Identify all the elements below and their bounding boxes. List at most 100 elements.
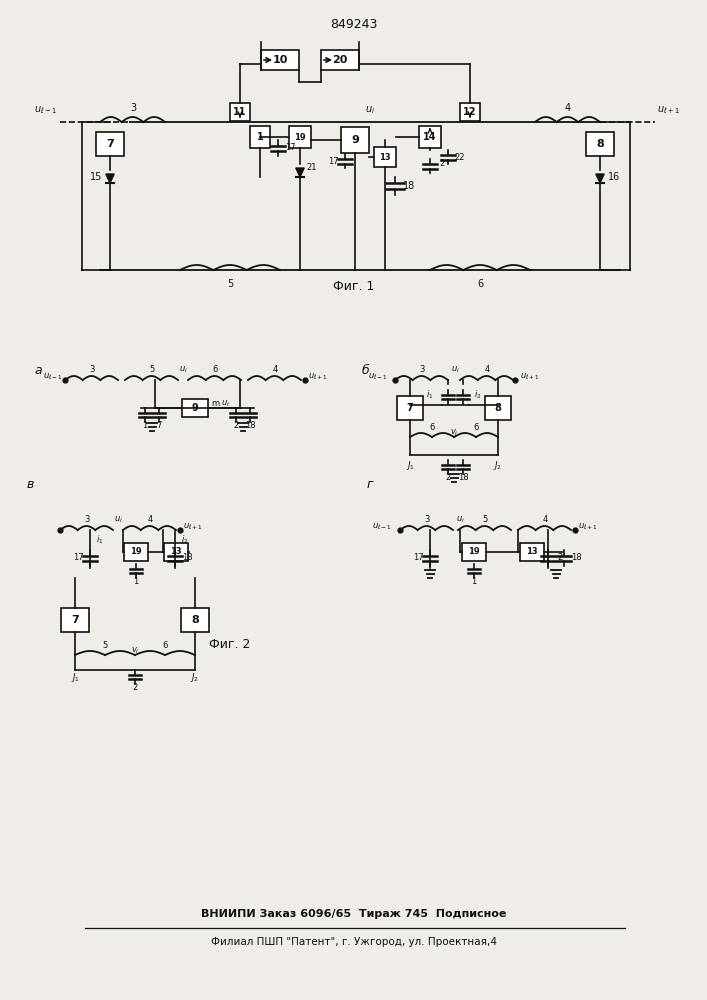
- Text: 1: 1: [472, 578, 477, 586]
- Text: 3: 3: [89, 364, 95, 373]
- Bar: [289, 126, 311, 148]
- Bar: [462, 543, 486, 561]
- Text: $u_{\ell-1}$: $u_{\ell-1}$: [43, 372, 63, 382]
- Text: $u_i$: $u_i$: [450, 365, 460, 375]
- Text: $u_{\ell-1}$: $u_{\ell-1}$: [368, 372, 388, 382]
- Text: 2: 2: [439, 159, 445, 168]
- Text: б: б: [361, 363, 369, 376]
- Text: 3: 3: [419, 364, 425, 373]
- Bar: [164, 543, 188, 561]
- Text: 12: 12: [463, 107, 477, 117]
- Text: 7: 7: [106, 139, 114, 149]
- Text: 22: 22: [455, 152, 465, 161]
- Text: $u_{\ell+1}$: $u_{\ell+1}$: [308, 372, 328, 382]
- Bar: [397, 396, 423, 420]
- Text: $J_1$: $J_1$: [71, 672, 79, 684]
- Text: $u_i$: $u_i$: [365, 104, 375, 116]
- Text: $u_{\ell-1}$: $u_{\ell-1}$: [33, 104, 57, 116]
- Text: $u_{\ell-1}$: $u_{\ell-1}$: [372, 522, 392, 532]
- Text: $u_i$: $u_i$: [114, 515, 122, 525]
- Text: 8: 8: [596, 139, 604, 149]
- Bar: [230, 103, 250, 121]
- Bar: [374, 147, 396, 167]
- Polygon shape: [296, 168, 304, 177]
- Text: $u_{\ell+1}$: $u_{\ell+1}$: [520, 372, 540, 382]
- Text: 849243: 849243: [330, 18, 378, 31]
- Text: 16: 16: [608, 172, 620, 182]
- Text: $v_i$: $v_i$: [131, 646, 139, 656]
- Text: 1: 1: [257, 132, 264, 142]
- Text: 7: 7: [71, 615, 79, 625]
- Text: 19: 19: [294, 132, 306, 141]
- Text: 2: 2: [132, 684, 138, 692]
- Text: 2: 2: [557, 554, 563, 562]
- Text: 13: 13: [379, 152, 391, 161]
- Text: 9: 9: [192, 403, 199, 413]
- Polygon shape: [596, 174, 604, 183]
- Bar: [181, 608, 209, 632]
- Text: 19: 19: [468, 548, 480, 556]
- Text: $i_1$: $i_1$: [426, 389, 433, 401]
- Text: $u_{\ell+1}$: $u_{\ell+1}$: [183, 522, 203, 532]
- Text: Филиал ПШП "Патент", г. Ужгород, ул. Проектная,4: Филиал ПШП "Патент", г. Ужгород, ул. Про…: [211, 937, 497, 947]
- Bar: [586, 132, 614, 156]
- Text: 6: 6: [429, 422, 435, 432]
- Bar: [261, 50, 299, 70]
- Text: 18: 18: [182, 554, 192, 562]
- Text: 7: 7: [407, 403, 414, 413]
- Text: 10: 10: [272, 55, 288, 65]
- Text: 1: 1: [134, 578, 139, 586]
- Text: 4: 4: [147, 514, 153, 524]
- Text: 6: 6: [477, 279, 483, 289]
- Text: 1: 1: [142, 422, 148, 430]
- Text: $J_1$: $J_1$: [406, 458, 414, 472]
- Text: 20: 20: [332, 55, 348, 65]
- Text: Фиг. 2: Фиг. 2: [209, 639, 251, 652]
- Text: 13: 13: [170, 548, 182, 556]
- Text: 6: 6: [212, 364, 218, 373]
- Text: 6: 6: [163, 641, 168, 650]
- Text: 19: 19: [130, 548, 142, 556]
- Text: $u_i$: $u_i$: [455, 515, 464, 525]
- Text: $i_1$: $i_1$: [96, 534, 104, 546]
- Bar: [96, 132, 124, 156]
- Text: 3: 3: [130, 103, 136, 113]
- Text: Фиг. 1: Фиг. 1: [333, 280, 375, 294]
- Text: $J_2$: $J_2$: [190, 672, 199, 684]
- Text: 18: 18: [245, 422, 255, 430]
- Text: 17: 17: [327, 156, 339, 165]
- Text: 17: 17: [285, 143, 296, 152]
- Text: 4: 4: [484, 364, 490, 373]
- Bar: [485, 396, 511, 420]
- Text: $u_i$: $u_i$: [179, 365, 187, 375]
- Text: $u_i$: $u_i$: [221, 399, 230, 409]
- Bar: [124, 543, 148, 561]
- Text: ВНИИПИ Заказ 6096/65  Тираж 745  Подписное: ВНИИПИ Заказ 6096/65 Тираж 745 Подписное: [201, 909, 507, 919]
- Text: 5: 5: [149, 364, 155, 373]
- Text: $u_{\ell+1}$: $u_{\ell+1}$: [578, 522, 598, 532]
- Bar: [250, 126, 270, 148]
- Text: 17: 17: [73, 554, 83, 562]
- Text: 3: 3: [84, 514, 90, 524]
- Text: 3: 3: [424, 514, 430, 524]
- Text: 21: 21: [307, 163, 317, 172]
- Text: m: m: [211, 399, 219, 408]
- Bar: [341, 127, 369, 153]
- Bar: [419, 126, 441, 148]
- Text: 6: 6: [473, 422, 479, 432]
- Text: $i_2$: $i_2$: [474, 389, 481, 401]
- Text: 18: 18: [571, 554, 581, 562]
- Text: 5: 5: [482, 514, 488, 524]
- Text: 2: 2: [445, 473, 450, 482]
- Text: 5: 5: [103, 641, 107, 650]
- Text: 4: 4: [565, 103, 571, 113]
- Text: 18: 18: [457, 473, 468, 482]
- Bar: [321, 50, 359, 70]
- Text: 8: 8: [495, 403, 501, 413]
- Text: 2: 2: [233, 422, 239, 430]
- Text: $u_{\ell+1}$: $u_{\ell+1}$: [657, 104, 679, 116]
- Bar: [520, 543, 544, 561]
- Text: 9: 9: [351, 135, 359, 145]
- Polygon shape: [106, 174, 115, 183]
- Text: 4: 4: [542, 514, 548, 524]
